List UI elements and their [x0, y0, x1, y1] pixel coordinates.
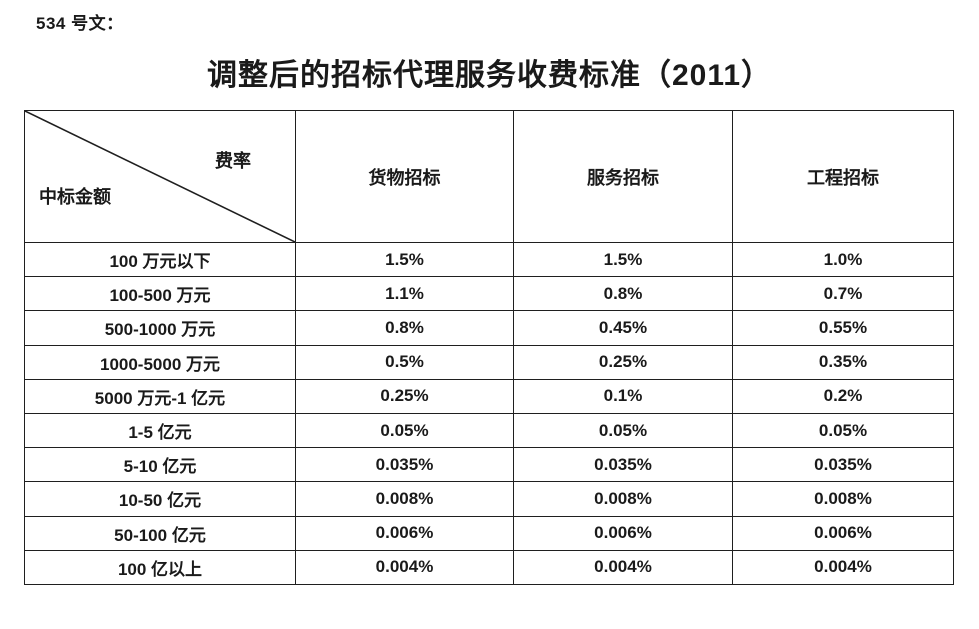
rate-cell: 0.004%: [295, 549, 514, 585]
rate-cell: 0.006%: [513, 515, 733, 551]
column-header-goods: 货物招标: [295, 110, 514, 243]
corner-label-rate: 费率: [215, 151, 251, 171]
row-label-cell: 10-50 亿元: [24, 481, 296, 517]
rate-cell: 0.035%: [513, 447, 733, 483]
table-row: 1000-5000 万元 0.5% 0.25% 0.35%: [24, 344, 954, 380]
rate-cell: 0.8%: [513, 276, 733, 312]
rate-cell: 0.008%: [513, 481, 733, 517]
rate-cell: 0.2%: [732, 378, 954, 414]
row-label-cell: 100 万元以下: [24, 241, 296, 278]
rate-cell: 0.35%: [732, 344, 954, 380]
fee-table: 费率 中标金额 货物招标 服务招标 工程招标 100 万元以下 1.5% 1.5% 1…: [24, 110, 954, 585]
rate-cell: 1.1%: [295, 276, 514, 312]
table-row: 100 亿以上 0.004% 0.004% 0.004%: [24, 549, 954, 585]
column-header-services: 服务招标: [513, 110, 733, 243]
rate-cell: 0.8%: [295, 310, 514, 346]
table-row: 100-500 万元 1.1% 0.8% 0.7%: [24, 276, 954, 312]
rate-cell: 0.05%: [732, 412, 954, 449]
rate-cell: 0.035%: [732, 447, 954, 483]
rate-cell: 0.55%: [732, 310, 954, 346]
rate-cell: 1.0%: [732, 241, 954, 278]
rate-cell: 0.008%: [295, 481, 514, 517]
row-label-cell: 5000 万元-1 亿元: [24, 378, 296, 414]
table-row: 1-5 亿元 0.05% 0.05% 0.05%: [24, 412, 954, 449]
rate-cell: 0.25%: [295, 378, 514, 414]
rate-cell: 0.45%: [513, 310, 733, 346]
table-row: 10-50 亿元 0.008% 0.008% 0.008%: [24, 481, 954, 517]
table-row: 5-10 亿元 0.035% 0.035% 0.035%: [24, 447, 954, 483]
row-label-cell: 5-10 亿元: [24, 447, 296, 483]
rate-cell: 0.05%: [295, 412, 514, 449]
rate-cell: 1.5%: [295, 241, 514, 278]
rate-cell: 0.006%: [732, 515, 954, 551]
fee-table-body: 100 万元以下 1.5% 1.5% 1.0% 100-500 万元 1.1% 0.8% 0.…: [24, 241, 954, 585]
table-row: 100 万元以下 1.5% 1.5% 1.0%: [24, 241, 954, 278]
column-header-engineering: 工程招标: [732, 110, 954, 243]
doc-label: 534 号文：: [36, 14, 124, 33]
row-label-cell: 500-1000 万元: [24, 310, 296, 346]
rate-cell: 1.5%: [513, 241, 733, 278]
table-row: 5000 万元-1 亿元 0.25% 0.1% 0.2%: [24, 378, 954, 414]
fee-table-header: 费率 中标金额 货物招标 服务招标 工程招标: [24, 110, 954, 243]
table-row: 500-1000 万元 0.8% 0.45% 0.55%: [24, 310, 954, 346]
rate-cell: 0.25%: [513, 344, 733, 380]
rate-cell: 0.035%: [295, 447, 514, 483]
rate-cell: 0.05%: [513, 412, 733, 449]
rate-cell: 0.1%: [513, 378, 733, 414]
row-label-cell: 100-500 万元: [24, 276, 296, 312]
table-row: 50-100 亿元 0.006% 0.006% 0.006%: [24, 515, 954, 551]
rate-cell: 0.5%: [295, 344, 514, 380]
row-label-cell: 50-100 亿元: [24, 515, 296, 551]
diagonal-divider-line: [25, 111, 295, 242]
header-row: 费率 中标金额 货物招标 服务招标 工程招标: [24, 110, 954, 243]
corner-label-amount: 中标金额: [39, 187, 111, 207]
corner-cell: 费率 中标金额: [24, 110, 296, 243]
row-label-cell: 100 亿以上: [24, 549, 296, 585]
rate-cell: 0.7%: [732, 276, 954, 312]
rate-cell: 0.008%: [732, 481, 954, 517]
row-label-cell: 1000-5000 万元: [24, 344, 296, 380]
rate-cell: 0.004%: [732, 549, 954, 585]
rate-cell: 0.006%: [295, 515, 514, 551]
row-label-cell: 1-5 亿元: [24, 412, 296, 449]
rate-cell: 0.004%: [513, 549, 733, 585]
page-title: 调整后的招标代理服务收费标准（2011）: [206, 59, 773, 92]
